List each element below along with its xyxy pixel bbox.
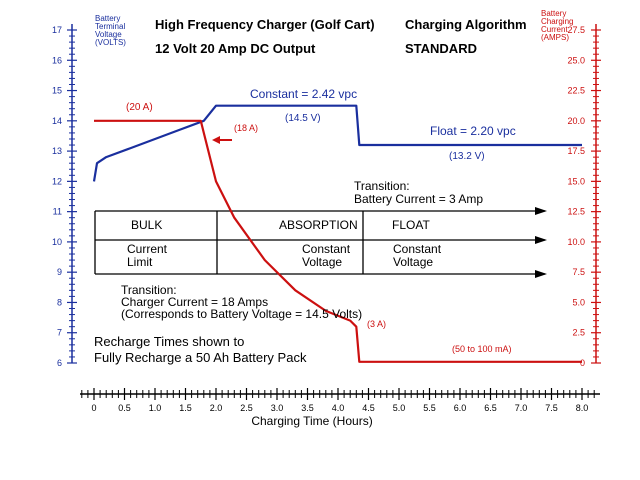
x-axis-tick-label: 3.0	[271, 403, 284, 413]
annotation-3a: (3 A)	[367, 319, 386, 329]
x-axis-tick-label: 7.5	[545, 403, 558, 413]
transition2-note: (Corresponds to Battery Voltage = 14.5 V…	[121, 307, 362, 321]
algorithm-name: STANDARD	[405, 41, 477, 56]
x-axis-tick-label: 0	[91, 403, 96, 413]
left-axis-tick-label: 8	[57, 297, 62, 307]
chart-subtitle: 12 Volt 20 Amp DC Output	[155, 41, 316, 56]
left-axis-label-line: Terminal	[95, 22, 125, 31]
annotation-float-current: (50 to 100 mA)	[452, 344, 512, 354]
x-axis-title: Charging Time (Hours)	[251, 414, 372, 428]
annotation-constant: Constant = 2.42 vpc	[250, 87, 357, 101]
left-axis-tick-label: 12	[52, 176, 62, 186]
left-axis-tick-label: 13	[52, 146, 62, 156]
x-axis-tick-label: 1.5	[179, 403, 192, 413]
arrowhead-icon	[535, 270, 547, 278]
left-axis-tick-label: 17	[52, 25, 62, 35]
right-axis-tick-label: 22.5	[567, 86, 585, 96]
x-axis-tick-label: 7.0	[515, 403, 528, 413]
right-axis-label: Battery Charging Current (AMPS)	[541, 9, 573, 42]
left-axis-tick-label: 9	[57, 267, 62, 277]
left-axis-tick-label: 7	[57, 328, 62, 338]
right-axis-tick-label: 15.0	[567, 176, 585, 186]
x-axis-tick-label: 6.0	[454, 403, 467, 413]
left-axis-tick-label: 14	[52, 116, 62, 126]
absorption-desc-line: Constant	[302, 242, 351, 256]
x-axis-tick-label: 2.5	[240, 403, 253, 413]
right-axis-tick-label: 2.5	[572, 328, 585, 338]
recharge-note-line2: Fully Recharge a 50 Ah Battery Pack	[94, 350, 307, 365]
x-axis-tick-label: 4.0	[332, 403, 345, 413]
current-series-line	[94, 119, 582, 363]
bulk-desc-line: Current	[127, 242, 168, 256]
algorithm-title: Charging Algorithm	[405, 17, 527, 32]
right-axis-label-line: Charging	[541, 17, 573, 26]
left-arrow-icon	[212, 136, 220, 144]
annotation-13v2: (13.2 V)	[449, 151, 485, 162]
voltage-series-line	[92, 104, 582, 182]
annotation-20a: (20 A)	[126, 102, 153, 113]
right-axis-tick-label: 7.5	[572, 267, 585, 277]
recharge-note-line1: Recharge Times shown to	[94, 334, 244, 349]
left-axis-label: Battery Terminal Voltage (VOLTS)	[95, 14, 126, 47]
stage-table: BULK ABSORPTION FLOAT Current Limit Cons…	[94, 207, 547, 278]
right-axis-label-line: (AMPS)	[541, 33, 569, 42]
right-axis: 0 2.5 5.0 7.5 10.0 12.5 15.0 17.5 20.0 22.5 25.0 27…	[567, 24, 601, 368]
arrowhead-icon	[535, 207, 547, 215]
right-axis-tick-label: 20.0	[567, 116, 585, 126]
transition1-title: Transition:	[354, 179, 410, 193]
stage-absorption: ABSORPTION	[279, 218, 358, 232]
right-axis-tick-label: 17.5	[567, 146, 585, 156]
right-axis-label-line: Battery	[541, 9, 566, 18]
x-axis-tick-label: 8.0	[576, 403, 589, 413]
annotation-14v5: (14.5 V)	[285, 113, 321, 124]
x-axis-tick-label: 3.5	[301, 403, 314, 413]
transition2-text: Charger Current = 18 Amps	[121, 295, 268, 309]
x-axis-tick-label: 1.0	[149, 403, 162, 413]
float-desc-line: Constant	[393, 242, 442, 256]
x-axis-tick-label: 4.5	[362, 403, 375, 413]
x-axis-tick-label: 2.0	[210, 403, 223, 413]
x-axis-tick-label: 0.5	[118, 403, 131, 413]
chart-title: High Frequency Charger (Golf Cart)	[155, 17, 375, 32]
annotation-float: Float = 2.20 vpc	[430, 124, 516, 138]
x-axis-tick-label: 5.0	[393, 403, 406, 413]
x-axis: 0 0.5 1.0 1.5 2.0 2.5 3.0 3.5 4.0 4.5 5.0 5.5 6.0 6.5…	[80, 388, 600, 413]
left-axis-label-line: Battery	[95, 14, 120, 23]
right-axis-tick-label: 12.5	[567, 207, 585, 217]
left-axis-tick-label: 16	[52, 55, 62, 65]
right-axis-tick-label: 10.0	[567, 237, 585, 247]
right-axis-tick-label: 27.5	[567, 25, 585, 35]
right-axis-tick-label: 5.0	[572, 297, 585, 307]
left-axis-tick-label: 10	[52, 237, 62, 247]
left-axis-label-line: Voltage	[95, 30, 122, 39]
left-axis-tick-label: 15	[52, 86, 62, 96]
transition1-text: Battery Current = 3 Amp	[354, 192, 483, 206]
x-axis-tick-label: 5.5	[423, 403, 436, 413]
stage-bulk: BULK	[131, 218, 162, 232]
annotation-18a: (18 A)	[234, 123, 258, 133]
right-axis-label-line: Current	[541, 25, 568, 34]
transition2-title: Transition:	[121, 283, 177, 297]
float-desc-line: Voltage	[393, 255, 433, 269]
left-axis-label-line: (VOLTS)	[95, 38, 126, 47]
stage-float: FLOAT	[392, 218, 430, 232]
right-axis-tick-label: 0	[580, 358, 585, 368]
right-axis-tick-label: 25.0	[567, 55, 585, 65]
left-axis-tick-label: 6	[57, 358, 62, 368]
left-axis-tick-label: 11	[53, 207, 62, 217]
left-axis: 6 7 8 9 10 11 12 13 14 15 16 17	[52, 24, 77, 368]
bulk-desc-line: Limit	[127, 255, 153, 269]
x-axis-tick-label: 6.5	[484, 403, 497, 413]
absorption-desc-line: Voltage	[302, 255, 342, 269]
arrowhead-icon	[535, 236, 547, 244]
